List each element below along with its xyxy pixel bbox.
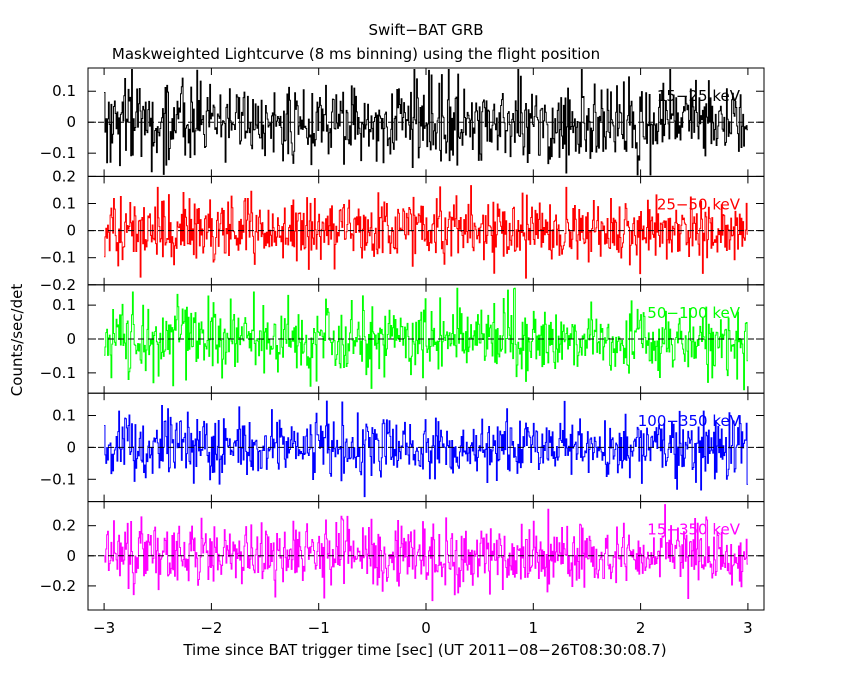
y-axis-label: Counts/sec/det <box>8 284 26 397</box>
panel-0: −0.1 0 0.1 15−25 keV <box>40 67 765 177</box>
y-tick-label-2-2: 0.1 <box>52 296 76 314</box>
y-tick-label-3-1: 0 <box>66 438 76 456</box>
series-line-4 <box>104 504 748 602</box>
x-tick-label-4: 1 <box>529 619 539 637</box>
panel-2: −0.1 0 0.1 50−100 keV <box>40 284 765 394</box>
y-tick-label-0-0: −0.1 <box>40 144 76 162</box>
y-tick-label-4-1: 0 <box>66 547 76 565</box>
series-line-2 <box>104 287 748 391</box>
band-label-0: 15−25 keV <box>657 87 741 105</box>
x-tick-label-0: −3 <box>93 619 115 637</box>
series-line-0 <box>104 69 748 176</box>
band-label-3: 100−350 keV <box>638 412 741 430</box>
chart-title: Swift−BAT GRB <box>368 21 483 39</box>
panel-1: −0.2 −0.1 0 0.1 0.2 25−50 keV <box>40 167 765 294</box>
y-tick-label-1-0: −0.2 <box>40 276 76 294</box>
panel-3: −0.1 0 0.1 100−350 keV <box>40 392 765 503</box>
x-tick-label-2: −1 <box>308 619 330 637</box>
series-line-1 <box>104 185 748 279</box>
x-tick-label-5: 2 <box>636 619 646 637</box>
band-label-4: 15−350 keV <box>647 521 740 539</box>
series-line-3 <box>104 400 748 498</box>
panels-group: −0.1 0 0.1 15−25 keV −0.2 −0.1 0 0.1 0.2 25−50 ke… <box>40 67 765 611</box>
y-tick-label-1-4: 0.2 <box>52 167 76 185</box>
y-tick-label-1-3: 0.1 <box>52 195 76 213</box>
band-label-2: 50−100 keV <box>647 304 740 322</box>
y-tick-label-1-1: −0.1 <box>40 249 76 267</box>
x-tick-label-1: −2 <box>200 619 222 637</box>
y-tick-label-2-1: 0 <box>66 330 76 348</box>
y-tick-label-4-0: −0.2 <box>40 577 76 595</box>
x-axis-label: Time since BAT trigger time [sec] (UT 20… <box>182 641 666 659</box>
x-tick-label-3: 0 <box>421 619 431 637</box>
y-tick-label-1-2: 0 <box>66 222 76 240</box>
x-axis: −3 −2 −1 0 1 2 3 <box>93 619 753 637</box>
panel-4: −0.2 0 0.2 15−350 keV <box>40 501 765 611</box>
y-tick-label-3-2: 0.1 <box>52 407 76 425</box>
y-tick-label-4-2: 0.2 <box>52 517 76 535</box>
y-tick-label-3-0: −0.1 <box>40 470 76 488</box>
band-label-1: 25−50 keV <box>657 195 741 213</box>
x-tick-label-6: 3 <box>743 619 753 637</box>
y-tick-label-0-1: 0 <box>66 113 76 131</box>
chart-subtitle: Maskweighted Lightcurve (8 ms binning) u… <box>112 45 600 63</box>
y-tick-label-2-0: −0.1 <box>40 364 76 382</box>
y-tick-label-0-2: 0.1 <box>52 82 76 100</box>
